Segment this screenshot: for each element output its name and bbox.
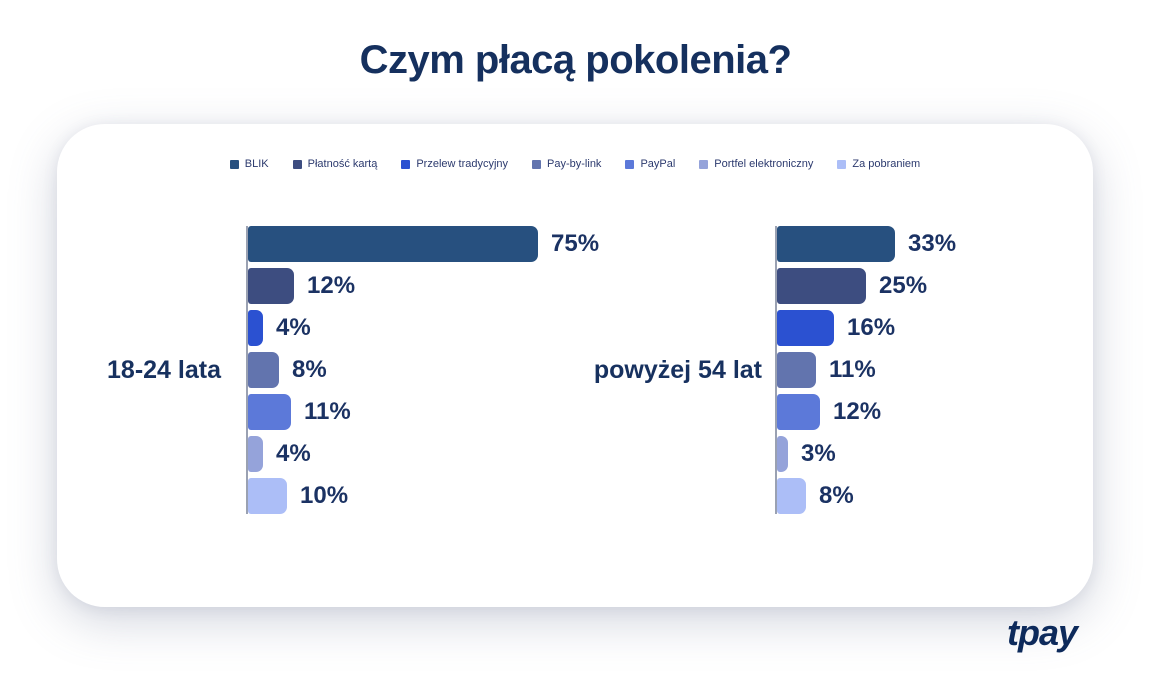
legend-item: Portfel elektroniczny [699,158,813,170]
legend-label: BLIK [244,158,269,170]
bar-row: 16% [777,310,1075,346]
bar-value-label: 33% [908,230,957,257]
bar [248,226,538,262]
bar-value-label: 8% [292,356,327,383]
bar-row: 12% [777,394,1075,430]
chart-older: 33% 25% 16% 11% 12% 3% 8% [775,226,1075,514]
bar [248,352,279,388]
legend-swatch [229,159,239,169]
bar [777,394,820,430]
legend-item: BLIK [229,158,269,170]
legend-swatch [292,159,302,169]
bar-row: 12% [248,268,716,304]
legend-swatch [837,159,847,169]
bar-value-label: 10% [300,482,349,509]
legend-label: Pay-by-link [547,158,602,170]
chart-young: 75% 12% 4% 8% 11% 4% 10% [246,226,716,514]
bar [248,268,294,304]
bars: 33% 25% 16% 11% 12% 3% 8% [775,226,1075,514]
bar-value-label: 4% [276,440,311,467]
bar-value-label: 11% [304,398,351,425]
bars: 75% 12% 4% 8% 11% 4% 10% [246,226,716,514]
legend-item: Pay-by-link [532,158,601,170]
chart-card: BLIK Płatność kartą Przelew tradycyjny Pay-… [57,124,1093,607]
bar-value-label: 11% [829,356,876,383]
legend-swatch [699,159,709,169]
legend-label: PayPal [640,158,676,170]
bar-row: 8% [777,478,1075,514]
legend-item: PayPal [625,158,675,170]
bar [248,310,263,346]
bar-row: 33% [777,226,1075,262]
bar-row: 4% [248,436,716,472]
bar [777,436,788,472]
bar-row: 75% [248,226,716,262]
bar-row: 8% [248,352,716,388]
bar-value-label: 8% [819,482,854,509]
bar-value-label: 16% [847,314,896,341]
legend-swatch [532,159,542,169]
bar-value-label: 25% [879,272,928,299]
bar-value-label: 4% [276,314,311,341]
bar-row: 11% [777,352,1075,388]
legend-item: Za pobraniem [837,158,920,170]
tpay-logo: tpay [1006,612,1078,653]
bar-row: 4% [248,310,716,346]
bar [248,394,291,430]
legend-label: Za pobraniem [852,158,921,170]
bar [248,436,263,472]
bar-value-label: 75% [551,230,600,257]
legend-label: Przelew tradycyjny [416,158,509,170]
bar-row: 11% [248,394,716,430]
bar-value-label: 12% [307,272,356,299]
bar-row: 10% [248,478,716,514]
bar [777,352,816,388]
bar [777,478,806,514]
bar-row: 25% [777,268,1075,304]
bar-value-label: 12% [833,398,882,425]
bar [777,310,834,346]
page-title: Czym płacą pokolenia? [359,38,792,82]
group-label-young: 18-24 lata [107,355,221,384]
legend-item: Płatność kartą [292,158,378,170]
legend-item: Przelew tradycyjny [401,158,508,170]
bar-value-label: 3% [801,440,836,467]
legend-swatch [625,159,635,169]
bar-row: 3% [777,436,1075,472]
legend-label: Płatność kartą [307,158,378,170]
legend: BLIK Płatność kartą Przelew tradycyjny Pay-… [57,158,1093,170]
legend-label: Portfel elektroniczny [714,158,814,170]
bar [248,478,287,514]
bar [777,268,866,304]
bar [777,226,895,262]
legend-swatch [401,159,411,169]
group-label-older: powyżej 54 lat [593,355,762,384]
